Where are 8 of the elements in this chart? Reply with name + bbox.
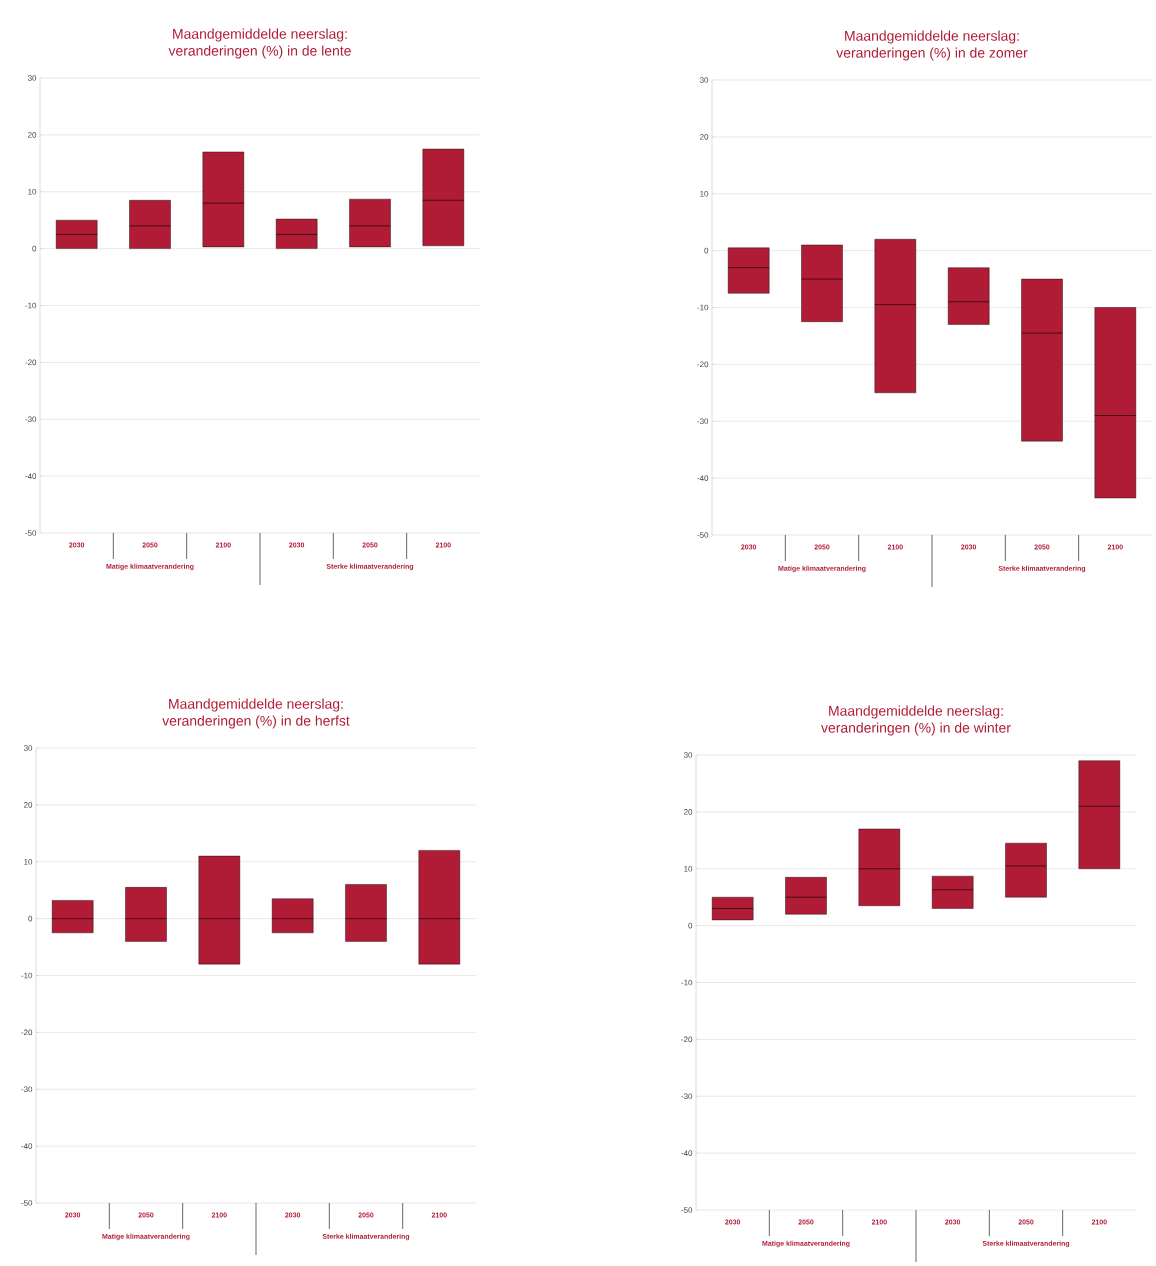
chart-subtitle: veranderingen (%) in de herfst: [162, 715, 350, 729]
chart-title: Maandgemiddelde neerslag:: [829, 705, 1003, 719]
chart-subtitle: veranderingen (%) in de zomer: [836, 47, 1028, 61]
chart-title: Maandgemiddelde neerslag:: [173, 28, 347, 42]
chart-title: Maandgemiddelde neerslag:: [845, 30, 1019, 44]
chart-subtitle: veranderingen (%) in de lente: [168, 45, 351, 59]
chart-title: Maandgemiddelde neerslag:: [169, 698, 343, 712]
chart-subtitle: veranderingen (%) in de winter: [821, 722, 1011, 736]
